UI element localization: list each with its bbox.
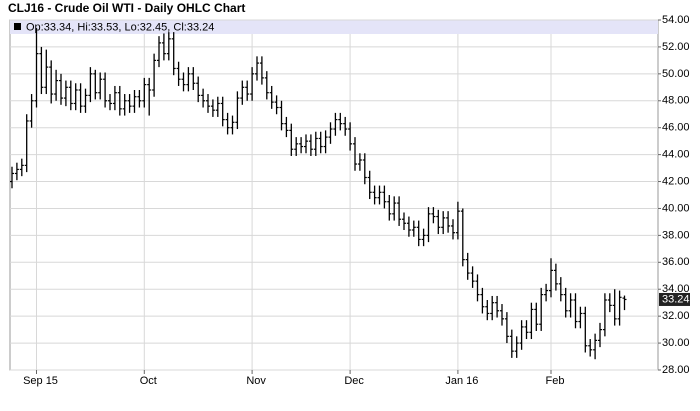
y-tick-label: 48.00	[662, 95, 690, 107]
y-tick-label: 52.00	[662, 41, 690, 53]
y-tick-label: 46.00	[662, 122, 690, 134]
x-tick-label: Sep 15	[23, 375, 58, 387]
x-tick-label: Dec	[344, 375, 364, 387]
y-tick-label: 40.00	[662, 202, 690, 214]
x-tick-label: Feb	[546, 375, 565, 387]
y-tick-label: 28.00	[662, 364, 690, 376]
y-tick-label: 36.00	[662, 256, 690, 268]
x-tick-label: Jan 16	[445, 375, 478, 387]
last-price-label: 33.24	[662, 293, 690, 305]
legend-band	[10, 20, 658, 34]
legend-text: Op:33.34, Hi:33.53, Lo:32.45, Cl:33.24	[26, 21, 214, 33]
x-tick-label: Oct	[140, 375, 157, 387]
y-tick-label: 42.00	[662, 175, 690, 187]
y-tick-label: 32.00	[662, 310, 690, 322]
y-tick-label: 38.00	[662, 229, 690, 241]
y-tick-label: 54.00	[662, 14, 690, 26]
y-tick-label: 34.00	[662, 283, 690, 295]
y-tick-label: 50.00	[662, 68, 690, 80]
x-tick-label: Nov	[246, 375, 266, 387]
chart-title: CLJ16 - Crude Oil WTI - Daily OHLC Chart	[8, 1, 245, 15]
legend-swatch	[14, 23, 21, 30]
y-tick-label: 30.00	[662, 337, 690, 349]
last-price-tag	[659, 292, 690, 306]
y-tick-label: 44.00	[662, 149, 690, 161]
